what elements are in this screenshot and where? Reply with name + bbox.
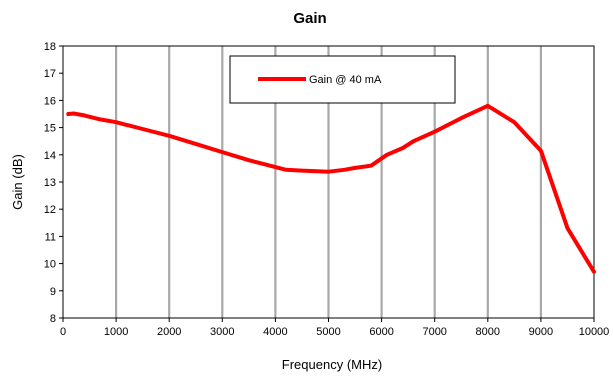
axis-ticks: 8 9 10 11 12 13 14 15 16 17 18 0 1000 2000 3000 4000 500… xyxy=(44,41,610,338)
y-tick-label-17: 17 xyxy=(44,68,56,80)
x-tick-label-6000: 6000 xyxy=(369,326,393,338)
x-tick-label-3000: 3000 xyxy=(210,326,234,338)
legend-entry-gain-40ma: Gain @ 40 mA xyxy=(309,74,382,86)
x-axis-label: Frequency (MHz) xyxy=(282,357,382,372)
series-layer xyxy=(66,103,596,274)
y-tick-label-15: 15 xyxy=(44,123,56,135)
y-tick-label-18: 18 xyxy=(44,41,56,53)
x-tick-label-8000: 8000 xyxy=(476,326,500,338)
chart-title: Gain xyxy=(293,10,326,27)
series-line-0 xyxy=(66,103,596,274)
x-tick-label-1000: 1000 xyxy=(104,326,128,338)
y-tick-label-10: 10 xyxy=(44,259,56,271)
y-tick-label-11: 11 xyxy=(45,231,56,243)
x-tick-label-5000: 5000 xyxy=(316,326,340,338)
legend: Gain @ 40 mA xyxy=(229,55,456,104)
x-tick-label-7000: 7000 xyxy=(422,326,446,338)
y-tick-label-8: 8 xyxy=(50,313,56,325)
x-tick-label-10000: 10000 xyxy=(579,326,610,338)
y-tick-label-13: 13 xyxy=(44,177,56,189)
y-axis-label: Gain (dB) xyxy=(10,154,25,210)
x-tick-label-4000: 4000 xyxy=(263,326,287,338)
x-tick-label-2000: 2000 xyxy=(157,326,181,338)
y-tick-label-12: 12 xyxy=(44,204,56,216)
y-tick-label-9: 9 xyxy=(50,286,56,298)
x-tick-label-0: 0 xyxy=(60,326,66,338)
x-tick-label-9000: 9000 xyxy=(529,326,553,338)
y-tick-label-16: 16 xyxy=(44,95,56,107)
y-tick-label-14: 14 xyxy=(44,150,56,162)
